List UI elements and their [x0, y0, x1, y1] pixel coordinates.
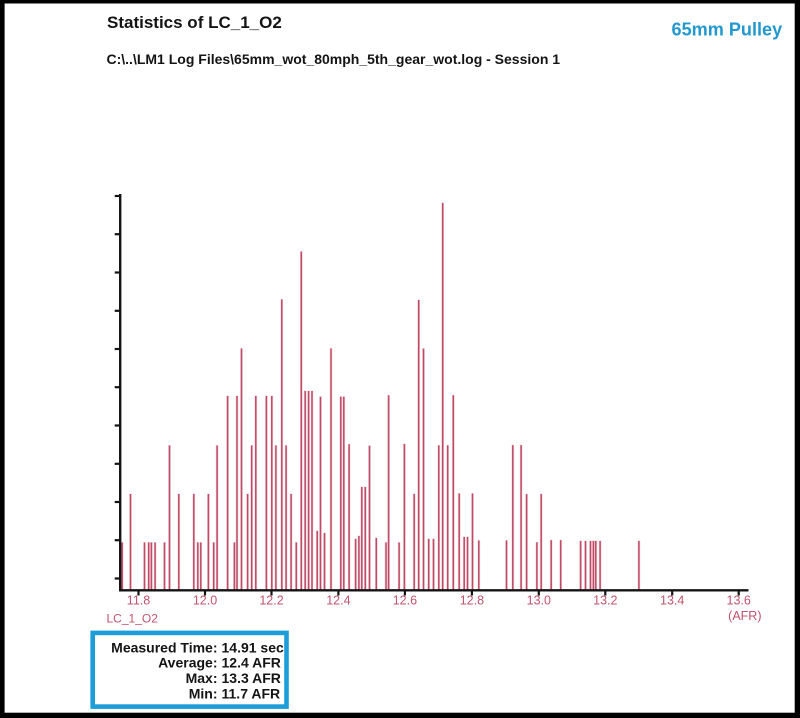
svg-text:13.3 AFR: 13.3 AFR: [222, 670, 281, 686]
svg-text:12.0: 12.0: [193, 594, 217, 608]
svg-text:LC_1_O2: LC_1_O2: [107, 612, 159, 626]
svg-text:Min:: Min:: [189, 685, 218, 701]
svg-text:12.4: 12.4: [326, 594, 350, 608]
svg-text:13.6: 13.6: [727, 594, 751, 608]
svg-text:12.8: 12.8: [460, 594, 484, 608]
svg-text:Max:: Max:: [186, 670, 218, 686]
svg-text:14.91 sec: 14.91 sec: [222, 639, 284, 655]
svg-text:Statistics of LC_1_O2: Statistics of LC_1_O2: [107, 13, 282, 32]
svg-text:11.7 AFR: 11.7 AFR: [222, 685, 281, 701]
svg-text:12.6: 12.6: [393, 594, 417, 608]
svg-text:12.4 AFR: 12.4 AFR: [222, 655, 281, 671]
svg-text:13.4: 13.4: [660, 594, 684, 608]
svg-text:Average:: Average:: [158, 655, 217, 671]
svg-text:12.2: 12.2: [259, 594, 283, 608]
svg-text:Measured Time:: Measured Time:: [111, 639, 217, 655]
svg-text:13.2: 13.2: [593, 594, 617, 608]
svg-text:65mm Pulley: 65mm Pulley: [672, 19, 783, 39]
svg-text:C:\..\LM1 Log Files\65mm_wot_8: C:\..\LM1 Log Files\65mm_wot_80mph_5th_g…: [107, 51, 561, 67]
svg-text:13.0: 13.0: [527, 594, 551, 608]
svg-text:(AFR): (AFR): [728, 609, 761, 623]
svg-text:11.8: 11.8: [127, 594, 150, 608]
